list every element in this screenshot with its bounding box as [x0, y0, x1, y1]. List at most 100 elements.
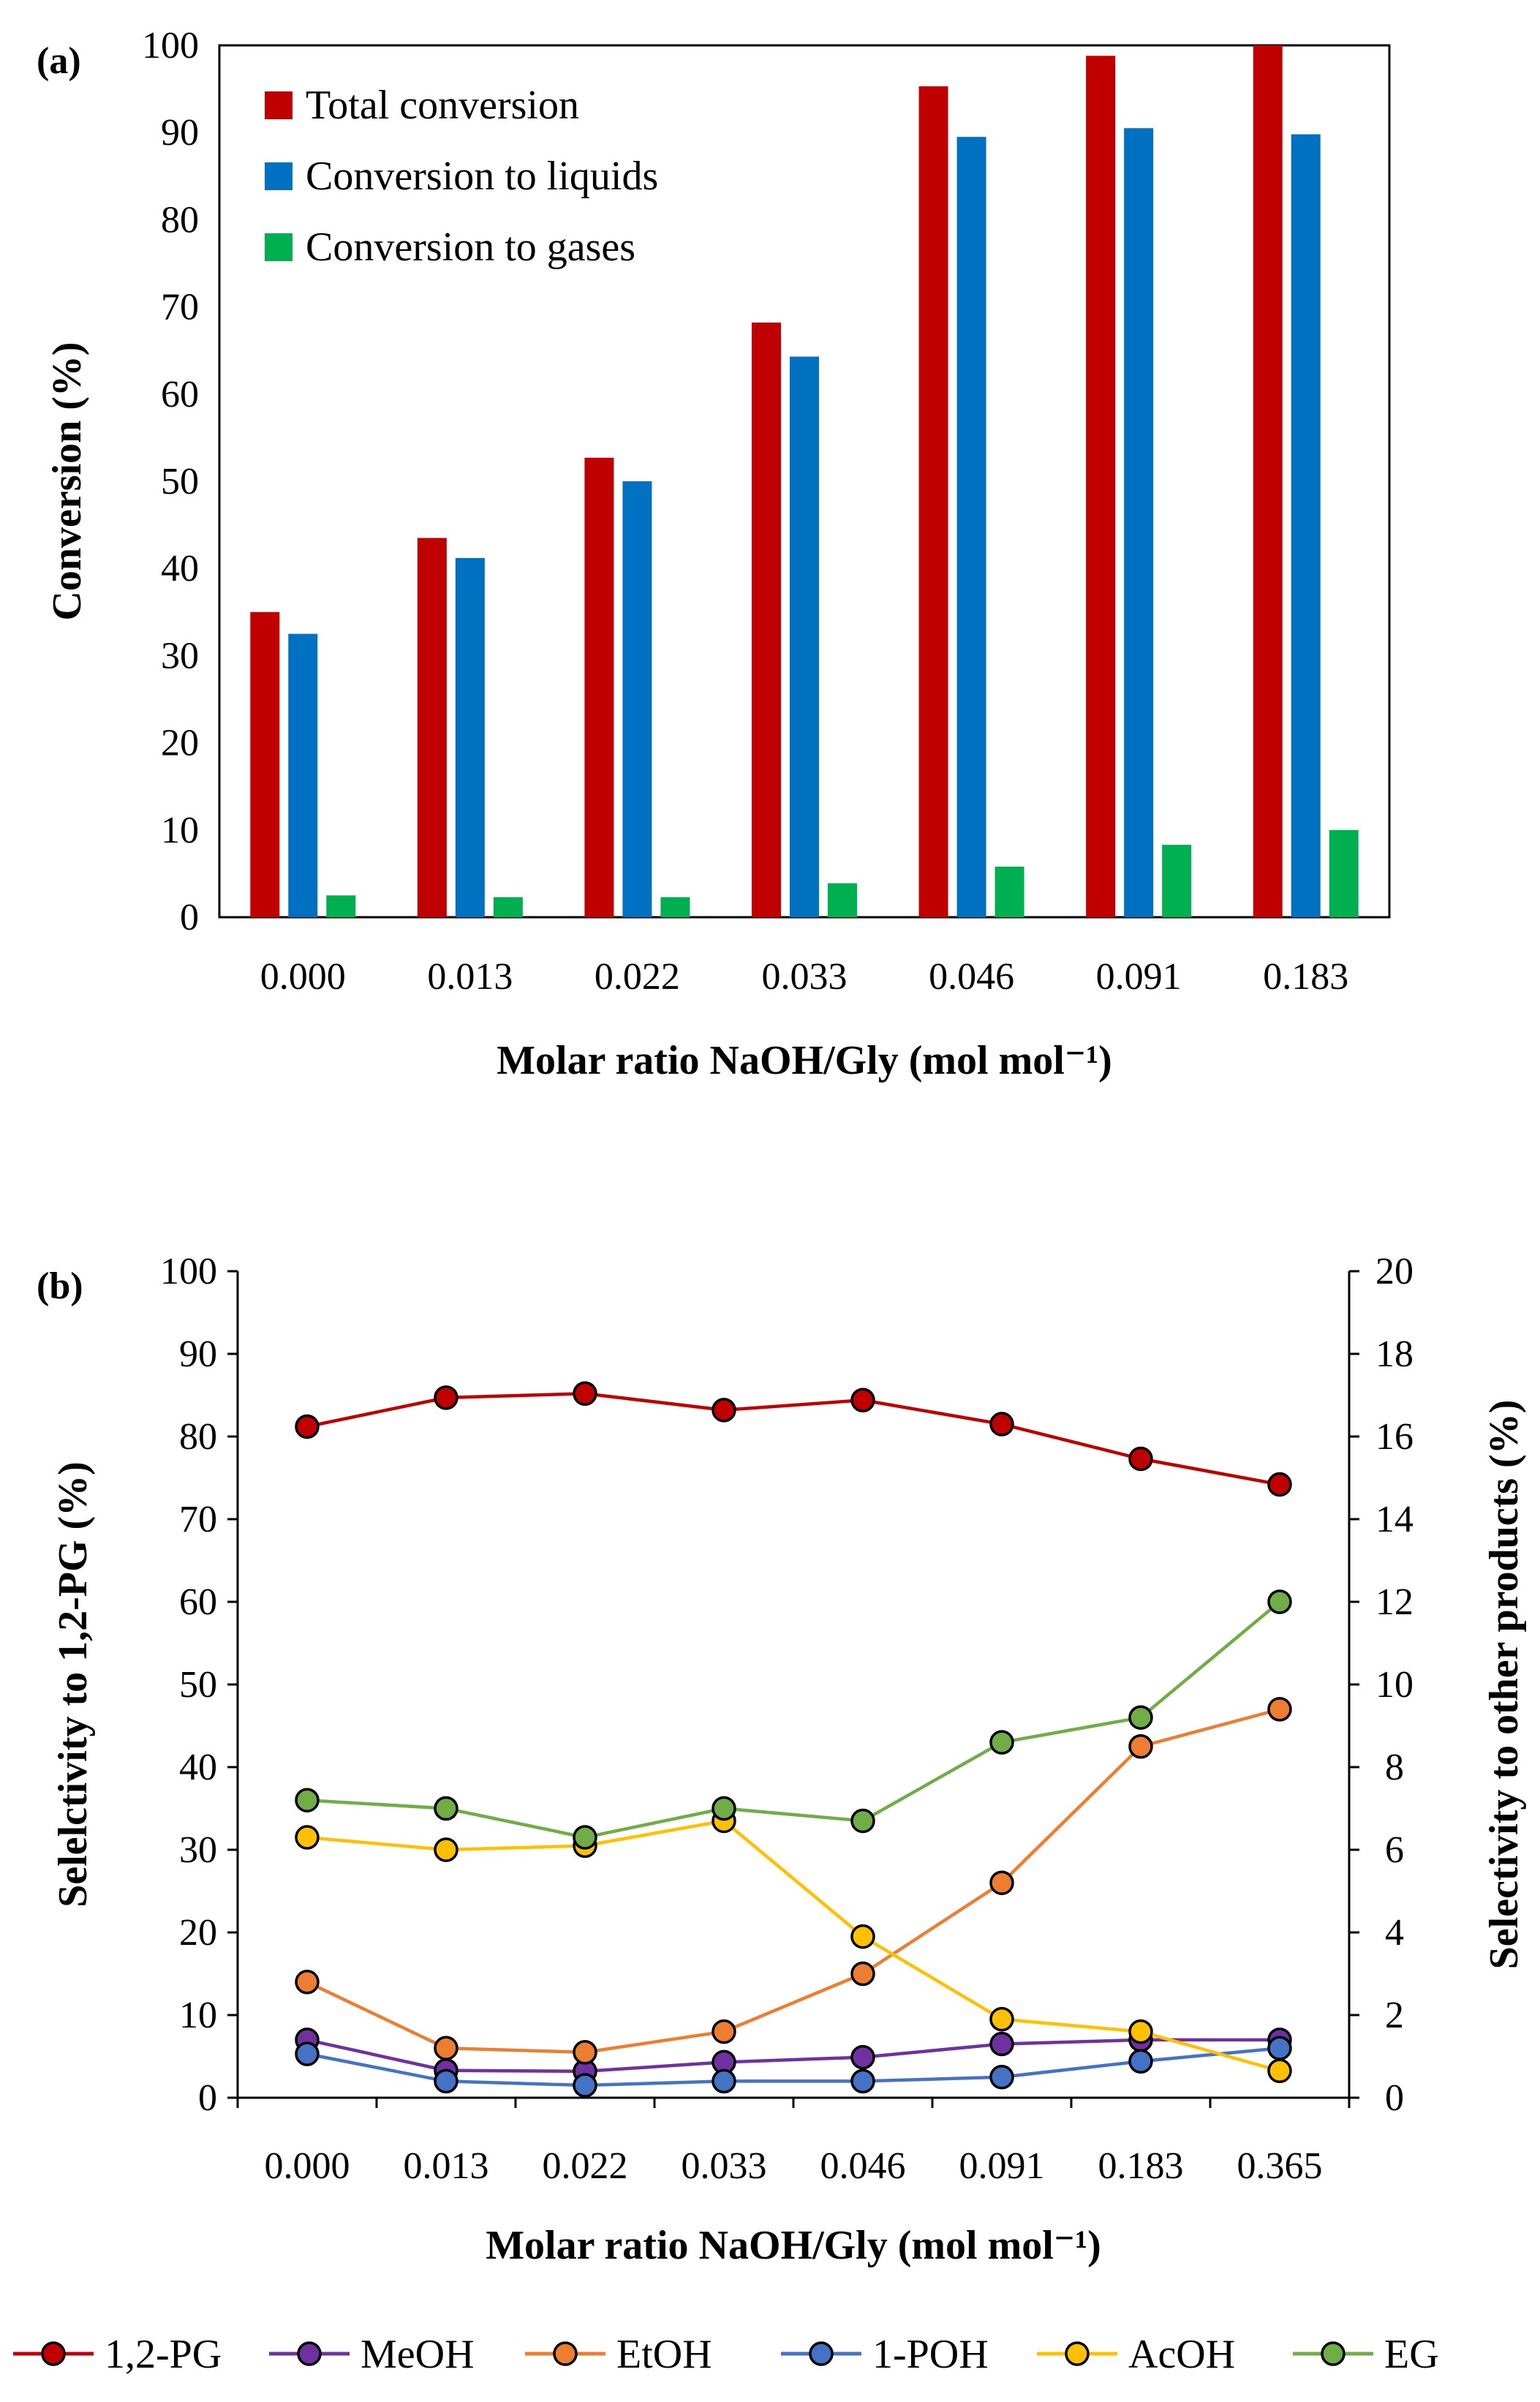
- line-acoh: [306, 1819, 1280, 2073]
- legend-label-etoh: EtOH: [616, 2332, 712, 2377]
- series-eg: [295, 1589, 1292, 1850]
- bar-total-conversion-0.022: [584, 457, 614, 917]
- legend-label-1-poh: 1-POH: [872, 2332, 989, 2377]
- left-y-tick-label: 40: [179, 1747, 217, 1788]
- y-tick-label: 40: [161, 548, 199, 590]
- point-etoh-0.033: [712, 2019, 736, 2044]
- legend-label-acoh: AcOH: [1128, 2332, 1235, 2377]
- bar-conversion-to-gases-0.046: [994, 866, 1024, 917]
- point-eg-0.183: [1128, 1705, 1153, 1730]
- x-tick-label: 0.033: [762, 956, 848, 998]
- right-y-tick-label: 16: [1375, 1416, 1413, 1458]
- x-tick-label: 0.046: [820, 2145, 906, 2187]
- bar-total-conversion-0.046: [918, 86, 948, 917]
- legend-swatch-conversion-to-liquids: [265, 162, 292, 190]
- y-tick-label: 10: [161, 810, 199, 851]
- x-tick-label: 0.183: [1263, 956, 1348, 998]
- bar-conversion-to-gases-0.000: [326, 895, 356, 917]
- legend-marker-1-2-pg: [41, 2341, 66, 2366]
- right-y-tick-label: 8: [1385, 1747, 1404, 1788]
- y-tick-label: 20: [161, 723, 199, 764]
- point-1-poh-0.000: [295, 2041, 320, 2066]
- y-tick-label: 30: [161, 635, 199, 677]
- legend-label-eg: EG: [1384, 2332, 1439, 2377]
- series-etoh: [295, 1697, 1292, 2065]
- series-lines: [295, 1381, 1292, 2098]
- point-acoh-0.183: [1128, 2019, 1153, 2044]
- y-tick-label: 0: [180, 897, 199, 938]
- right-y-tick-label: 14: [1375, 1499, 1413, 1540]
- y-tick-label: 100: [142, 25, 199, 67]
- point-1-poh-0.183: [1128, 2049, 1153, 2074]
- left-y-tick-label: 60: [179, 1581, 217, 1623]
- bar-total-conversion-0.033: [752, 323, 781, 917]
- x-axis-title: Molar ratio NaOH/Gly (mol mol⁻¹): [497, 1038, 1112, 1083]
- legend-label-conversion-to-gases: Conversion to gases: [306, 225, 635, 270]
- panel-label-b: (b): [37, 1265, 83, 1307]
- point-eg-0.091: [989, 1730, 1014, 1755]
- left-y-tick-label: 30: [179, 1829, 217, 1871]
- legend-label-1-2-pg: 1,2-PG: [105, 2332, 222, 2377]
- x-tick-label: 0.013: [404, 2145, 489, 2187]
- bar-total-conversion-0.091: [1086, 56, 1116, 918]
- point-etoh-0.000: [295, 1970, 320, 1995]
- point-1-2-pg-0.091: [989, 1412, 1014, 1437]
- y-axis-title: Conversion (%): [45, 342, 90, 620]
- x-axis-ticks: 0.000 0.013 0.022 0.033 0.046 0.091 0.183: [260, 956, 1348, 998]
- series-1-poh: [295, 2036, 1292, 2098]
- point-acoh-0.013: [434, 1837, 458, 1862]
- point-etoh-0.091: [989, 1870, 1014, 1895]
- x-tick-label: 0.091: [1096, 956, 1182, 998]
- point-1-poh-0.091: [989, 2065, 1014, 2090]
- bar-conversion-to-liquids-0.013: [455, 557, 485, 917]
- bar-conversion-to-liquids-0.183: [1291, 134, 1321, 918]
- legend-marker-acoh: [1065, 2341, 1090, 2366]
- point-etoh-0.183: [1128, 1734, 1153, 1759]
- point-etoh-0.046: [850, 1961, 875, 1987]
- bar-conversion-to-liquids-0.033: [790, 356, 819, 917]
- bar-conversion-to-gases-0.013: [493, 897, 523, 917]
- legend-label-conversion-to-liquids: Conversion to liquids: [306, 154, 658, 199]
- x-tick-label: 0.000: [265, 2145, 350, 2187]
- bar-conversion-to-liquids-0.091: [1124, 128, 1154, 918]
- point-1-2-pg-0.365: [1267, 1472, 1292, 1497]
- bottom-legend: 1,2-PG MeOH EtOH 1-POH AcOH EG: [13, 2332, 1439, 2377]
- bar-conversion-to-liquids-0.022: [622, 481, 652, 917]
- right-y-tick-label: 20: [1375, 1251, 1413, 1292]
- legend: Total conversion Conversion to liquids Con…: [265, 83, 658, 270]
- point-etoh-0.365: [1267, 1697, 1292, 1722]
- right-y-tick-label: 6: [1385, 1829, 1404, 1871]
- line-1-2-pg: [306, 1391, 1280, 1486]
- point-acoh-0.365: [1267, 2058, 1292, 2084]
- point-etoh-0.013: [434, 2036, 458, 2060]
- left-y-tick-label: 10: [179, 1995, 217, 2036]
- x-tick-label: 0.091: [959, 2145, 1045, 2187]
- point-eg-0.000: [295, 1788, 320, 1812]
- left-y-tick-label: 50: [179, 1664, 217, 1706]
- bars: [250, 45, 1359, 918]
- legend-marker-etoh: [553, 2341, 578, 2366]
- point-1-poh-0.022: [573, 2073, 597, 2098]
- point-eg-0.013: [434, 1796, 458, 1821]
- series-1-2-pg: [295, 1381, 1292, 1497]
- point-eg-0.033: [712, 1796, 736, 1821]
- right-y-axis-ticks: 0 2 4 6 8 10 12 14 16 18 20: [1349, 1251, 1413, 2119]
- x-tick-label: 0.183: [1098, 2145, 1184, 2187]
- legend-marker-1-poh: [809, 2341, 834, 2366]
- legend-marker-eg: [1321, 2341, 1345, 2366]
- y-axis-ticks: 0 10 20 30 40 50 60 70 80 90 100: [142, 25, 199, 938]
- right-y-axis-title: Selectivity to other products (%): [1482, 1400, 1527, 1970]
- point-eg-0.022: [573, 1825, 597, 1850]
- point-1-2-pg-0.013: [434, 1385, 458, 1410]
- left-y-tick-label: 100: [160, 1251, 217, 1292]
- point-acoh-0.046: [850, 1924, 875, 1949]
- right-y-tick-label: 12: [1375, 1581, 1413, 1623]
- right-y-tick-label: 4: [1385, 1912, 1404, 1954]
- legend-swatch-conversion-to-gases: [265, 233, 292, 261]
- left-y-axis-title: Selelctivity to 1,2-PG (%): [50, 1461, 96, 1908]
- point-1-poh-0.365: [1267, 2036, 1292, 2060]
- bar-conversion-to-gases-0.022: [660, 897, 690, 917]
- y-tick-label: 70: [161, 287, 199, 328]
